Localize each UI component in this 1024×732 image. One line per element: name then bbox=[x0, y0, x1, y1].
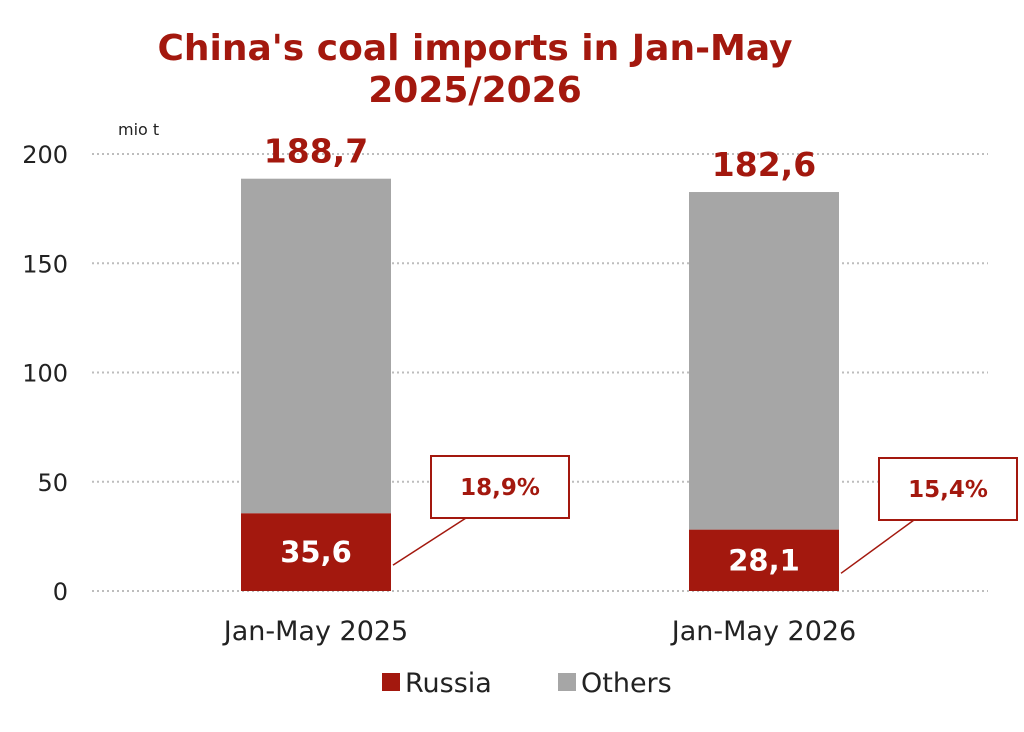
unit-label: mio t bbox=[118, 120, 159, 139]
callout-leader-line bbox=[392, 517, 467, 566]
y-tick-label: 100 bbox=[22, 360, 68, 388]
callout-leader-line bbox=[840, 519, 915, 574]
share-callouts: 18,9% 15,4% bbox=[392, 455, 1018, 574]
bar-others-2 bbox=[689, 192, 839, 530]
bars: 35,6 188,7 28,1 182,6 bbox=[241, 132, 839, 591]
legend-label-others: Others bbox=[581, 668, 672, 699]
total-label: 188,7 bbox=[264, 132, 368, 171]
x-tick-label: Jan-May 2026 bbox=[670, 616, 856, 647]
chart-title-line-2: 2025/2026 bbox=[368, 70, 582, 111]
segment-label: 28,1 bbox=[728, 543, 800, 577]
y-tick-label: 150 bbox=[22, 250, 68, 278]
x-axis: Jan-May 2025 Jan-May 2026 bbox=[222, 616, 856, 647]
y-tick-label: 200 bbox=[22, 141, 68, 169]
x-tick-label: Jan-May 2025 bbox=[222, 616, 408, 647]
y-tick-label: 0 bbox=[53, 578, 68, 606]
y-axis: 0 50 100 150 200 bbox=[22, 141, 68, 606]
bar-russia-1 bbox=[241, 513, 391, 591]
share-callout-box bbox=[430, 455, 570, 519]
legend: Russia Others bbox=[382, 668, 672, 699]
legend-swatch-russia bbox=[382, 673, 400, 691]
share-label: 18,9% bbox=[460, 475, 540, 501]
share-callout-box bbox=[878, 457, 1018, 521]
segment-label: 35,6 bbox=[280, 535, 352, 569]
share-label: 15,4% bbox=[908, 477, 988, 503]
legend-swatch-others bbox=[558, 673, 576, 691]
chart-title-line-1: China's coal imports in Jan-May bbox=[157, 28, 792, 69]
y-tick-label: 50 bbox=[37, 469, 68, 497]
total-label: 182,6 bbox=[712, 145, 816, 184]
bar-russia-2 bbox=[689, 529, 839, 591]
legend-label-russia: Russia bbox=[405, 668, 492, 699]
bar-others-1 bbox=[241, 178, 391, 514]
gridlines bbox=[92, 153, 988, 592]
